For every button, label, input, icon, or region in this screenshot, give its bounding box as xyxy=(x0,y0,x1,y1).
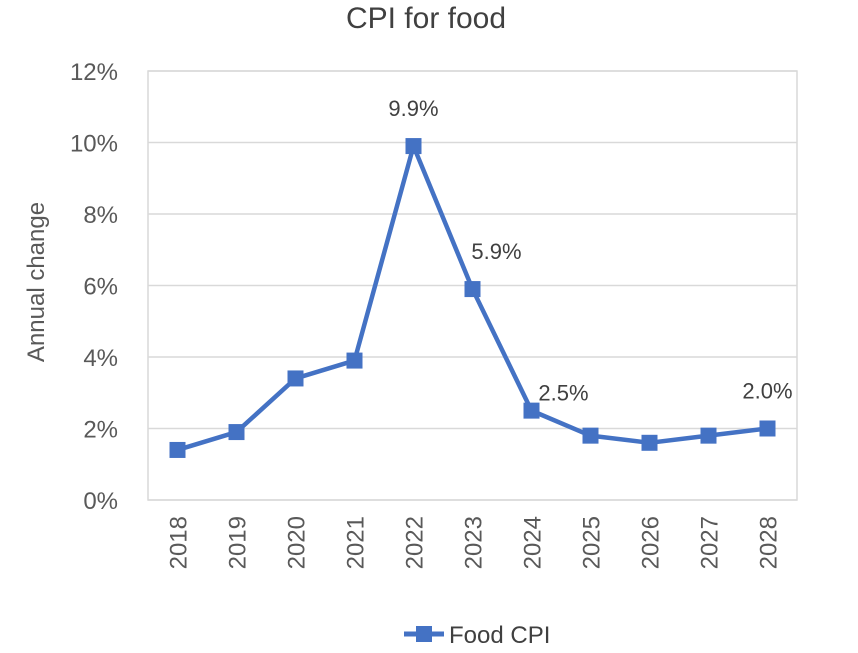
x-axis-ticks: 2018 2019 2020 2021 2022 2023 2024 2025 2026 2027… xyxy=(166,516,783,569)
y-tick-label: 0% xyxy=(83,488,118,515)
x-tick-label: 2027 xyxy=(697,516,724,569)
data-labels: 9.9% 5.9% 2.5% 2.0% xyxy=(388,96,792,406)
data-point-marker xyxy=(759,420,776,437)
data-label: 5.9% xyxy=(471,239,521,264)
data-label: 2.0% xyxy=(742,379,792,404)
x-tick-label: 2026 xyxy=(638,516,665,569)
y-axis-title: Annual change xyxy=(23,202,50,362)
y-tick-label: 10% xyxy=(70,131,118,158)
data-point-marker xyxy=(464,281,481,298)
y-tick-label: 12% xyxy=(70,59,118,86)
plot-area-border xyxy=(147,70,798,501)
chart-title: CPI for food xyxy=(346,2,506,35)
data-point-marker xyxy=(641,434,658,451)
data-point-marker xyxy=(582,427,599,444)
legend-square-marker xyxy=(416,626,432,642)
x-tick-label: 2023 xyxy=(461,516,488,569)
legend: Food CPI xyxy=(404,622,550,649)
legend-entry-food-cpi: Food CPI xyxy=(449,622,550,649)
data-point-marker xyxy=(287,370,304,387)
x-tick-label: 2022 xyxy=(402,516,429,569)
x-tick-label: 2020 xyxy=(284,516,311,569)
series-line xyxy=(176,143,768,453)
x-tick-label: 2024 xyxy=(520,516,547,569)
data-label: 2.5% xyxy=(538,381,588,406)
y-tick-label: 8% xyxy=(83,202,118,229)
data-label: 9.9% xyxy=(388,96,438,121)
y-tick-label: 2% xyxy=(83,417,118,444)
series-food-cpi xyxy=(169,138,776,458)
y-axis-ticks: 0% 2% 4% 6% 8% 10% 12% xyxy=(70,59,118,515)
data-point-marker xyxy=(169,441,186,458)
data-point-marker xyxy=(700,427,717,444)
x-tick-label: 2028 xyxy=(756,516,783,569)
y-tick-label: 6% xyxy=(83,274,118,301)
x-tick-label: 2021 xyxy=(343,516,370,569)
data-point-marker xyxy=(405,138,422,155)
data-point-marker xyxy=(228,424,245,441)
data-point-marker xyxy=(523,402,540,419)
x-tick-label: 2018 xyxy=(166,516,193,569)
data-point-marker xyxy=(346,352,363,369)
x-tick-label: 2019 xyxy=(225,516,252,569)
x-tick-label: 2025 xyxy=(579,516,606,569)
y-tick-label: 4% xyxy=(83,345,118,372)
